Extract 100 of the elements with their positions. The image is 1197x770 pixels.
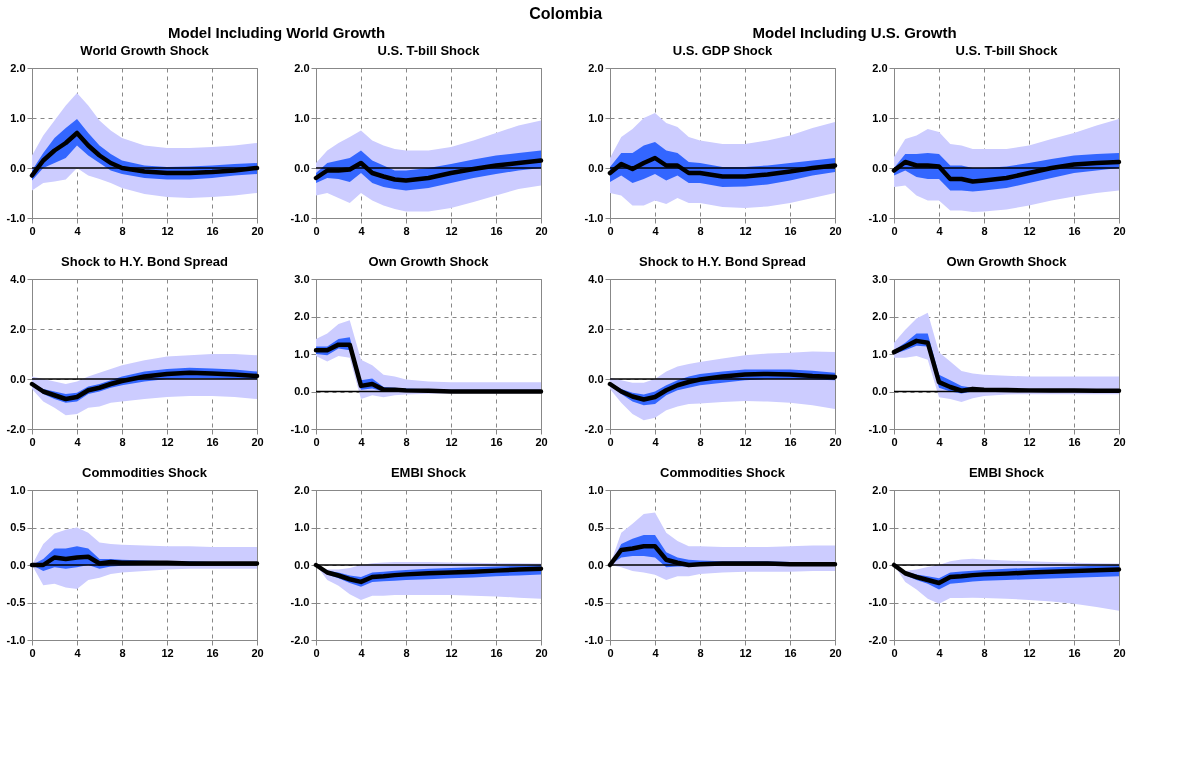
x-tick-label: 4 — [358, 435, 366, 448]
y-tick-label: -2.0 — [6, 422, 26, 435]
y-tick-label: 3.0 — [294, 272, 310, 285]
x-tick-label: 16 — [1068, 646, 1081, 659]
chart-title: Commodities Shock — [82, 465, 208, 480]
y-tick-label: 1.0 — [294, 111, 310, 124]
x-tick-label: 8 — [981, 435, 988, 448]
line-series — [313, 158, 544, 183]
x-tick-label: 16 — [784, 646, 797, 659]
y-tick-label: -1.0 — [290, 422, 310, 435]
y-tick-label: 1.0 — [294, 347, 310, 360]
y-tick-label: 0.0 — [588, 161, 604, 174]
x-tick-label: 4 — [936, 646, 944, 659]
x-tick-label: 12 — [445, 224, 458, 237]
x-tick-label: 16 — [490, 224, 503, 237]
y-tick-label: -1.0 — [584, 211, 604, 224]
y-tick-label: 1.0 — [588, 111, 604, 124]
x-tick-label: 4 — [74, 435, 82, 448]
x-tick-label: 12 — [1023, 224, 1036, 237]
y-tick-label: 0.5 — [10, 521, 26, 533]
x-tick-label: 8 — [119, 646, 126, 659]
x-tick-label: 20 — [251, 224, 264, 237]
x-tick-label: 4 — [652, 435, 660, 448]
y-tick-label: 2.0 — [294, 310, 310, 322]
x-tick-label: 12 — [739, 435, 752, 448]
y-tick-label: 0.0 — [588, 372, 604, 385]
x-tick-label: 0 — [29, 435, 36, 448]
text: Model Including U.S. Growth — [752, 23, 957, 41]
y-tick-label: 0.0 — [294, 385, 310, 397]
x-tick-label: 0 — [607, 224, 614, 237]
chart-title: U.S. T-bill Shock — [377, 43, 481, 58]
chart-title: Shock to H.Y. Bond Spread — [639, 254, 806, 269]
x-tick-label: 8 — [697, 224, 704, 237]
x-tick-label: 16 — [490, 646, 503, 659]
x-tick-label: 20 — [1113, 224, 1126, 237]
y-tick-label: 1.0 — [10, 111, 26, 124]
y-tick-label: -1.0 — [868, 596, 888, 608]
x-tick-label: 16 — [206, 646, 219, 659]
y-tick-label: 2.0 — [588, 322, 604, 335]
y-tick-label: 2.0 — [872, 483, 888, 496]
y-tick-label: 2.0 — [588, 61, 604, 74]
x-tick-label: 16 — [206, 435, 219, 448]
chart-title: U.S. GDP Shock — [672, 43, 773, 58]
y-tick-label: -0.5 — [6, 596, 26, 608]
text: Model Including World Growth — [167, 23, 386, 41]
chart-title: Own Growth Shock — [946, 254, 1068, 269]
x-tick-label: 0 — [607, 435, 614, 448]
y-tick-label: 2.0 — [294, 61, 310, 74]
x-tick-label: 8 — [697, 646, 704, 659]
x-tick-label: 12 — [161, 435, 174, 448]
x-tick-label: 4 — [652, 646, 660, 659]
y-tick-label: -1.0 — [868, 211, 888, 224]
x-tick-label: 16 — [784, 435, 797, 448]
chart-title: EMBI Shock — [968, 465, 1045, 480]
y-tick-label: 0.0 — [872, 385, 888, 397]
x-tick-label: 12 — [1023, 435, 1036, 448]
y-tick-label: -2.0 — [868, 633, 888, 646]
x-tick-label: 20 — [1113, 435, 1126, 448]
x-tick-label: 20 — [535, 435, 548, 448]
x-tick-label: 4 — [936, 224, 944, 237]
y-tick-label: 1.0 — [872, 347, 888, 360]
x-tick-label: 8 — [697, 435, 704, 448]
y-tick-label: 2.0 — [872, 310, 888, 322]
x-tick-label: 4 — [74, 224, 82, 237]
x-tick-label: 8 — [119, 435, 126, 448]
x-tick-label: 12 — [161, 224, 174, 237]
y-tick-label: 0.0 — [294, 558, 310, 571]
chart-title: World Growth Shock — [80, 43, 210, 58]
x-tick-label: 12 — [445, 435, 458, 448]
chart-title: Shock to H.Y. Bond Spread — [61, 254, 228, 269]
chart-title: EMBI Shock — [390, 465, 467, 480]
y-tick-label: -2.0 — [290, 633, 310, 646]
x-tick-label: 20 — [251, 435, 264, 448]
y-tick-label: -2.0 — [584, 422, 604, 435]
x-tick-label: 20 — [1113, 646, 1126, 659]
y-tick-label: 0.0 — [872, 558, 888, 571]
y-tick-label: -1.0 — [868, 422, 888, 435]
x-tick-label: 4 — [358, 646, 366, 659]
text: Colombia — [529, 4, 603, 22]
x-tick-label: 20 — [829, 435, 842, 448]
y-tick-label: 0.5 — [588, 521, 604, 533]
chart-title: U.S. T-bill Shock — [955, 43, 1059, 58]
x-tick-label: 8 — [403, 435, 410, 448]
y-tick-label: 2.0 — [10, 322, 26, 335]
y-tick-label: 2.0 — [10, 61, 26, 74]
y-tick-label: 1.0 — [872, 111, 888, 124]
x-tick-label: 12 — [739, 646, 752, 659]
y-tick-label: 0.0 — [10, 161, 26, 174]
y-tick-label: 1.0 — [294, 521, 310, 533]
x-tick-label: 4 — [652, 224, 660, 237]
x-tick-label: 8 — [981, 646, 988, 659]
y-tick-label: 4.0 — [588, 272, 604, 285]
y-tick-label: 0.0 — [10, 558, 26, 571]
y-tick-label: -1.0 — [290, 596, 310, 608]
x-tick-label: 0 — [29, 646, 36, 659]
y-tick-label: -1.0 — [584, 633, 604, 646]
x-tick-label: 8 — [119, 224, 126, 237]
chart-title: Own Growth Shock — [368, 254, 490, 269]
x-tick-label: 12 — [161, 646, 174, 659]
x-tick-label: 20 — [829, 224, 842, 237]
